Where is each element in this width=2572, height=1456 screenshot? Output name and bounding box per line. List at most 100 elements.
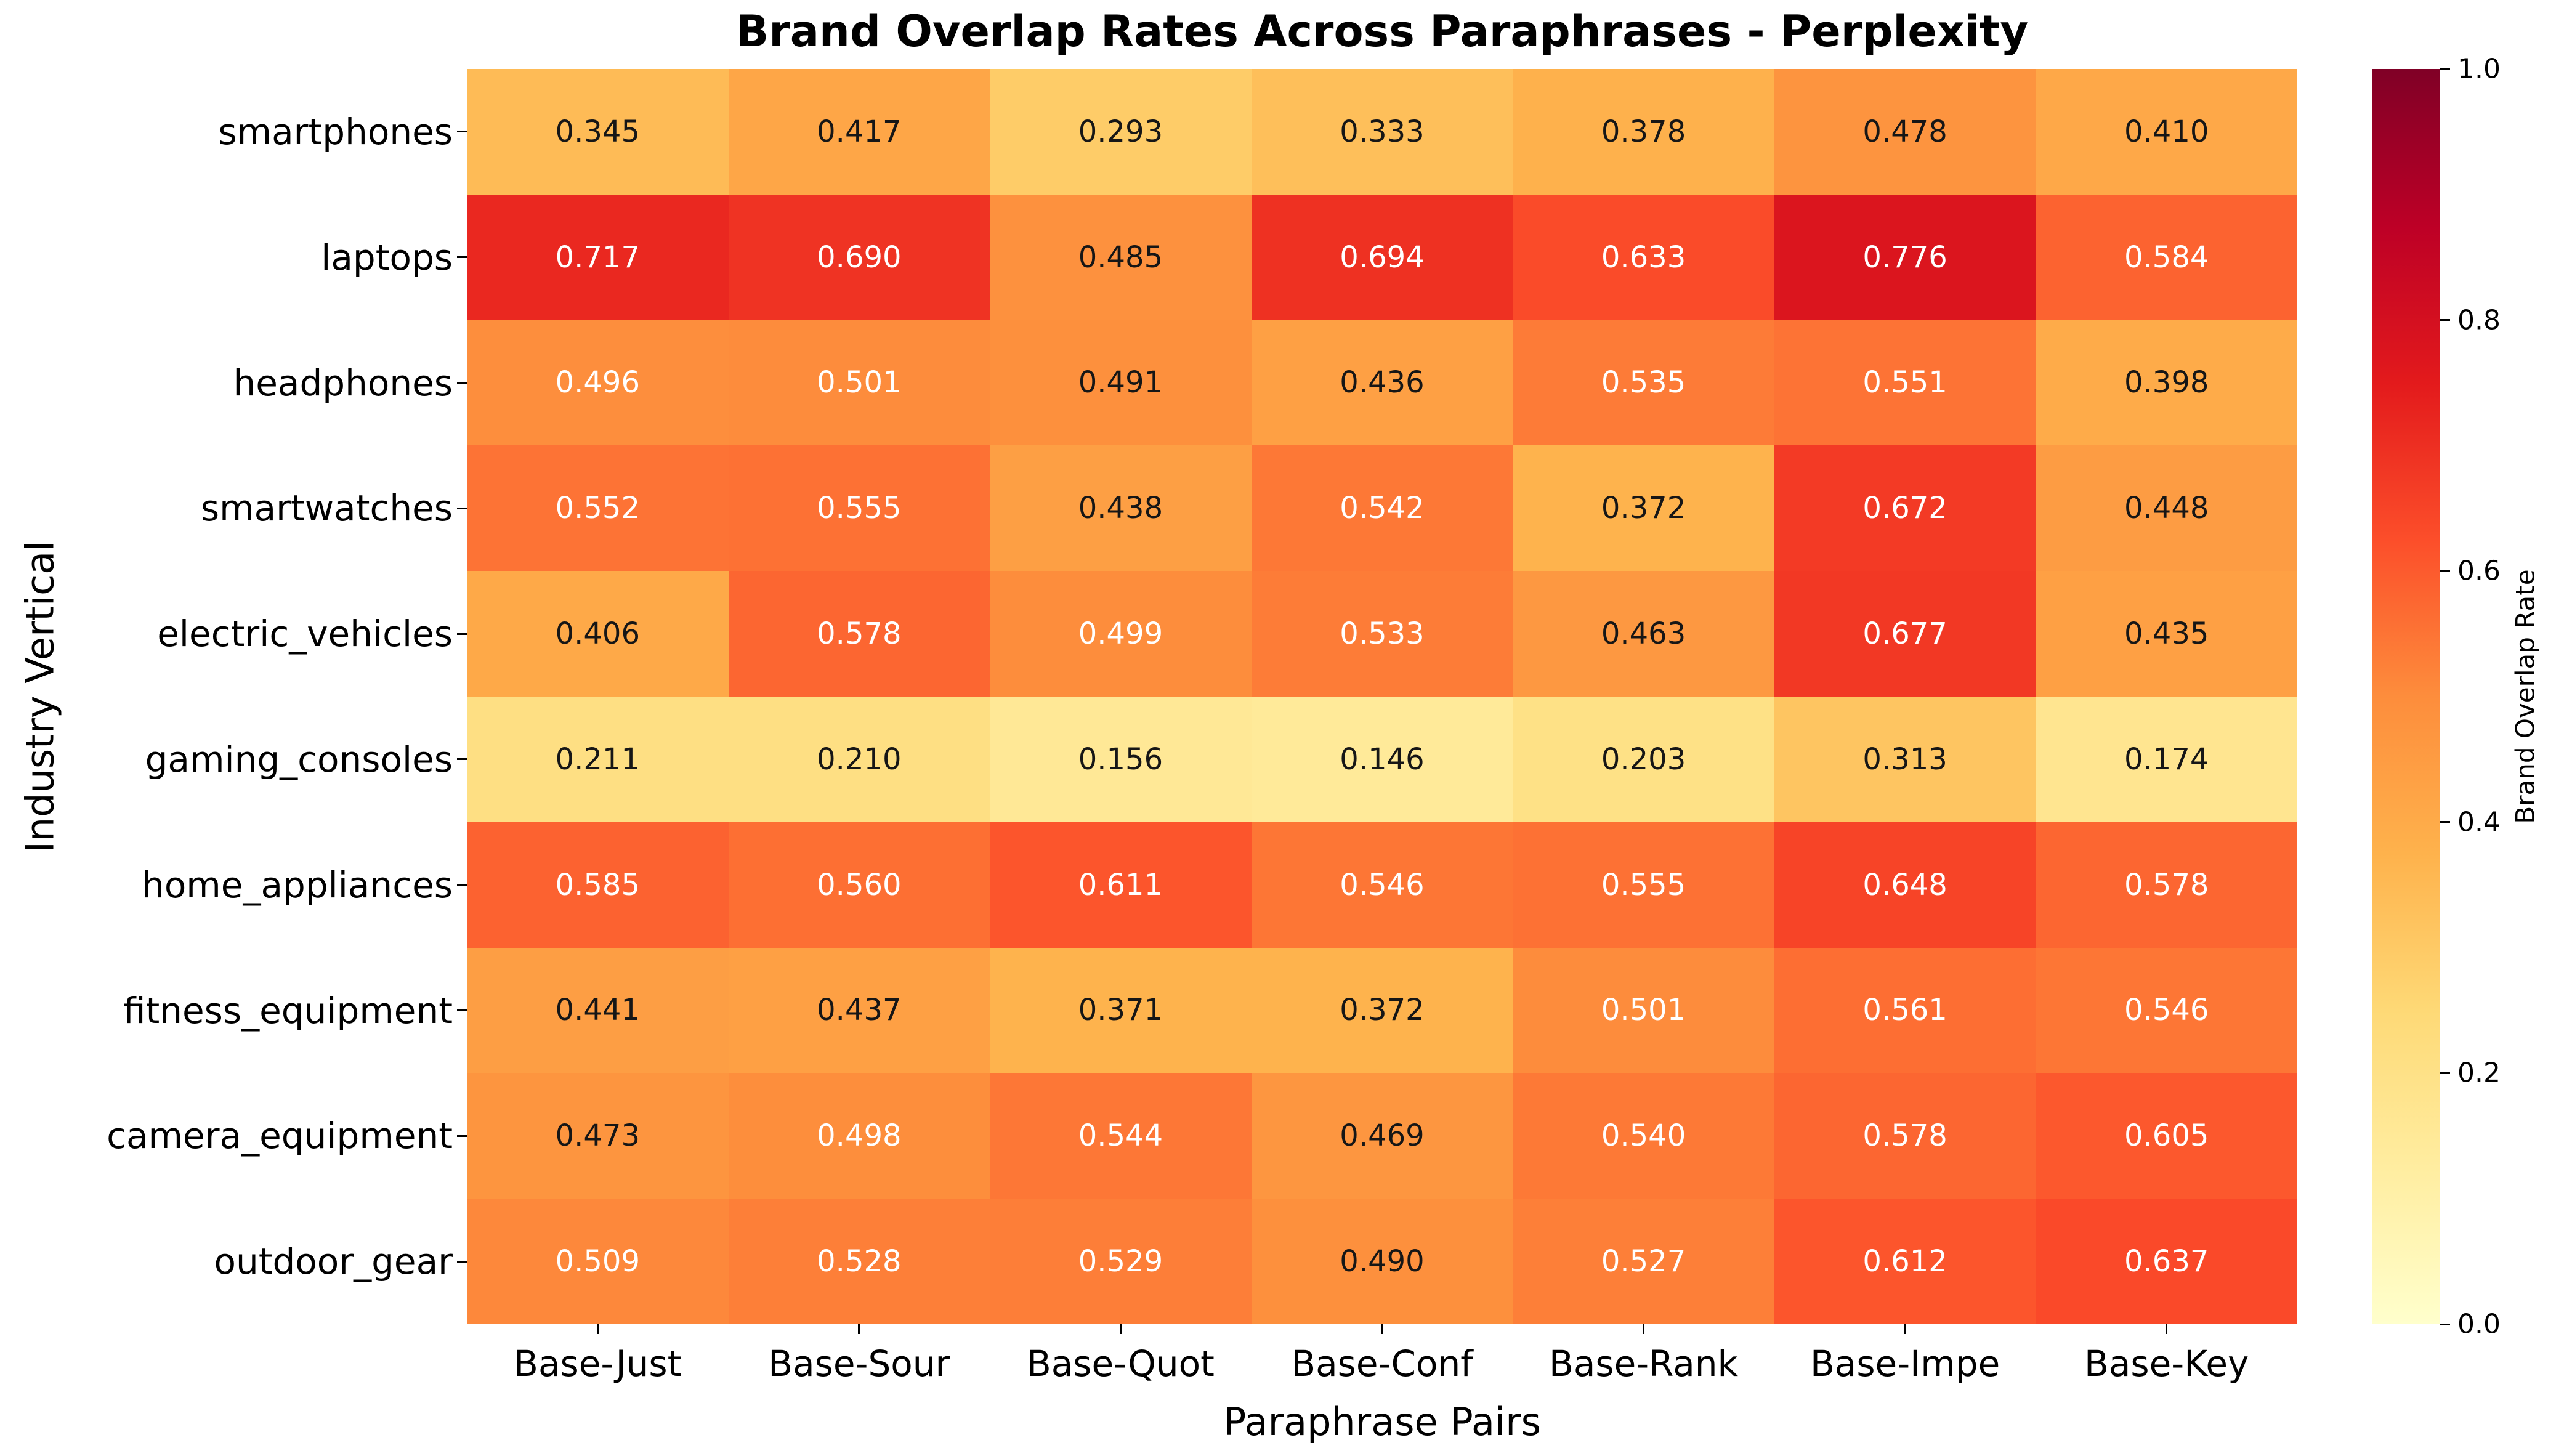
heatmap-cell: 0.469 [1251,1073,1513,1199]
colorbar-tick-label: 0.2 [2457,1057,2501,1089]
chart-title: Brand Overlap Rates Across Paraphrases -… [735,6,2029,57]
cell-value: 0.499 [1078,617,1163,652]
cell-value: 0.378 [1601,114,1686,149]
y-tick-label: headphones [233,362,453,404]
cell-value: 0.478 [1862,114,1947,149]
heatmap-cell: 0.473 [467,1073,729,1199]
cell-value: 0.313 [1862,742,1947,777]
heatmap-cell: 0.410 [2036,69,2297,195]
cell-value: 0.210 [817,742,902,777]
colorbar-tick-label: 0.4 [2457,806,2501,838]
y-tick-mark [457,131,467,133]
y-tick-labels: smartphones laptops headphones smartwatches… [0,0,453,1456]
cell-value: 0.535 [1601,365,1686,400]
heatmap-cell: 0.717 [467,194,729,320]
cell-value: 0.463 [1601,617,1686,652]
heatmap-cell: 0.478 [1774,69,2036,195]
heatmap-cell: 0.372 [1513,445,1774,572]
cell-value: 0.448 [2124,491,2209,526]
heatmap-cell: 0.561 [1774,947,2036,1074]
heatmap-cell: 0.551 [1774,320,2036,446]
cell-value: 0.501 [1601,993,1686,1028]
cell-value: 0.612 [1862,1244,1947,1279]
heatmap-cell: 0.156 [990,697,1252,822]
heatmap-cell: 0.210 [728,697,990,822]
cell-value: 0.490 [1340,1244,1425,1279]
heatmap-cell: 0.438 [990,445,1252,572]
cell-value: 0.533 [1340,617,1425,652]
cell-value: 0.585 [555,867,640,902]
y-tick-mark [457,382,467,384]
heatmap-cell: 0.552 [467,445,729,572]
cell-value: 0.561 [1862,993,1947,1028]
cell-value: 0.552 [555,491,640,526]
colorbar-tick-label: 0.6 [2457,555,2501,587]
y-tick-label: laptops [321,236,453,278]
heatmap-cell: 0.378 [1513,69,1774,195]
cell-value: 0.529 [1078,1244,1163,1279]
heatmap-cell: 0.203 [1513,697,1774,822]
x-tick-mark [596,1324,599,1334]
cell-value: 0.146 [1340,742,1425,777]
heatmap-cell: 0.555 [728,445,990,572]
y-tick-label: gaming_consoles [145,738,453,780]
x-tick-mark [1643,1324,1645,1334]
cell-value: 0.398 [2124,365,2209,400]
y-tick-label: electric_vehicles [157,613,453,655]
colorbar-tick-label: 0.8 [2457,304,2501,336]
cell-value: 0.437 [817,993,902,1028]
heatmap-cell: 0.463 [1513,571,1774,697]
cell-value: 0.555 [817,491,902,526]
cell-value: 0.372 [1340,993,1425,1028]
x-tick-label: Base-Rank [1549,1343,1739,1385]
x-tick-mark [1904,1324,1906,1334]
cell-value: 0.546 [1340,867,1425,902]
heatmap-cell: 0.585 [467,822,729,948]
cell-value: 0.211 [555,742,640,777]
cell-value: 0.694 [1340,240,1425,275]
cell-value: 0.540 [1601,1118,1686,1154]
heatmap-cell: 0.694 [1251,194,1513,320]
x-tick-mark [1381,1324,1383,1334]
heatmap-cell: 0.174 [2036,697,2297,822]
heatmap-cell: 0.509 [467,1199,729,1324]
y-tick-mark [457,256,467,259]
x-tick-mark [1119,1324,1122,1334]
heatmap-cell: 0.546 [2036,947,2297,1074]
heatmap-cell: 0.527 [1513,1199,1774,1324]
cell-value: 0.174 [2124,742,2209,777]
heatmap-cell: 0.417 [728,69,990,195]
cell-value: 0.605 [2124,1118,2209,1154]
heatmap-cell: 0.490 [1251,1199,1513,1324]
heatmap-cell: 0.498 [728,1073,990,1199]
cell-value: 0.677 [1862,617,1947,652]
colorbar-tick-mark [2440,1072,2450,1074]
cell-value: 0.491 [1078,365,1163,400]
cell-value: 0.156 [1078,742,1163,777]
y-tick-mark [457,1260,467,1263]
cell-value: 0.435 [2124,617,2209,652]
cell-value: 0.648 [1862,867,1947,902]
cell-value: 0.438 [1078,491,1163,526]
heatmap-cell: 0.637 [2036,1199,2297,1324]
x-tick-label: Base-Quot [1026,1343,1215,1385]
cell-value: 0.406 [555,617,640,652]
cell-value: 0.371 [1078,993,1163,1028]
heatmap-cell: 0.605 [2036,1073,2297,1199]
heatmap-cell: 0.542 [1251,445,1513,572]
cell-value: 0.578 [1862,1118,1947,1154]
y-tick-label: smartphones [218,110,453,153]
colorbar-tick-mark [2440,1323,2450,1325]
cell-value: 0.345 [555,114,640,149]
x-tick-label: Base-Just [514,1343,682,1385]
cell-value: 0.333 [1340,114,1425,149]
cell-value: 0.717 [555,240,640,275]
cell-value: 0.578 [2124,867,2209,902]
heatmap-cell: 0.501 [1513,947,1774,1074]
heatmap-grid: 0.345 0.417 0.293 0.333 0.378 0.478 0.410 0.717… [467,69,2297,1324]
y-tick-mark [457,507,467,509]
heatmap-cell: 0.293 [990,69,1252,195]
cell-value: 0.776 [1862,240,1947,275]
cell-value: 0.372 [1601,491,1686,526]
heatmap-cell: 0.540 [1513,1073,1774,1199]
